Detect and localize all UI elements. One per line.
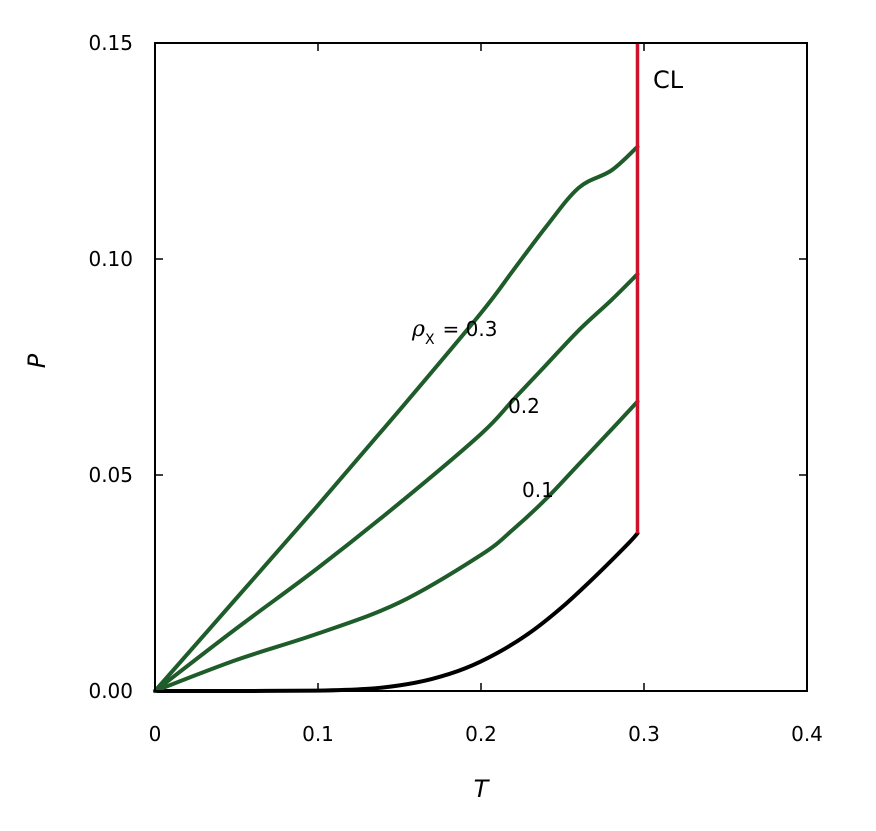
x-tick-label: 0.2 xyxy=(465,722,497,746)
rho-label: ρX = 0.3 xyxy=(411,317,497,348)
x-tick-label: 0 xyxy=(149,722,162,746)
curves xyxy=(153,144,640,694)
y-tick-label: 0.00 xyxy=(88,679,133,703)
y-tick-label: 0.15 xyxy=(88,31,133,55)
rho-equals: = 0.3 xyxy=(443,317,498,341)
y-tick-label: 0.05 xyxy=(88,463,133,487)
tick-labels: 0 0.1 0.2 0.3 0.4 0.00 0.05 0.10 0.15 xyxy=(88,31,822,746)
axis-ticks xyxy=(154,42,808,692)
rho-symbol: ρ xyxy=(411,317,425,342)
cl-label: CL xyxy=(653,66,684,94)
x-tick-label: 0.1 xyxy=(302,722,334,746)
y-axis-title: P xyxy=(23,353,51,368)
rho-subscript: X xyxy=(425,332,435,348)
curve-rho-0.1 xyxy=(153,399,640,693)
plot-frame xyxy=(154,42,808,692)
x-tick-label: 0.4 xyxy=(791,722,823,746)
curve-black xyxy=(153,531,640,694)
y-tick-label: 0.10 xyxy=(88,247,133,271)
curve-rho-0.2 xyxy=(153,272,640,693)
x-tick-label: 0.3 xyxy=(628,722,660,746)
label-0.1: 0.1 xyxy=(522,478,554,502)
curve-rho-0.3 xyxy=(153,144,640,693)
x-axis-title: T xyxy=(474,775,491,803)
label-0.2: 0.2 xyxy=(508,394,540,418)
